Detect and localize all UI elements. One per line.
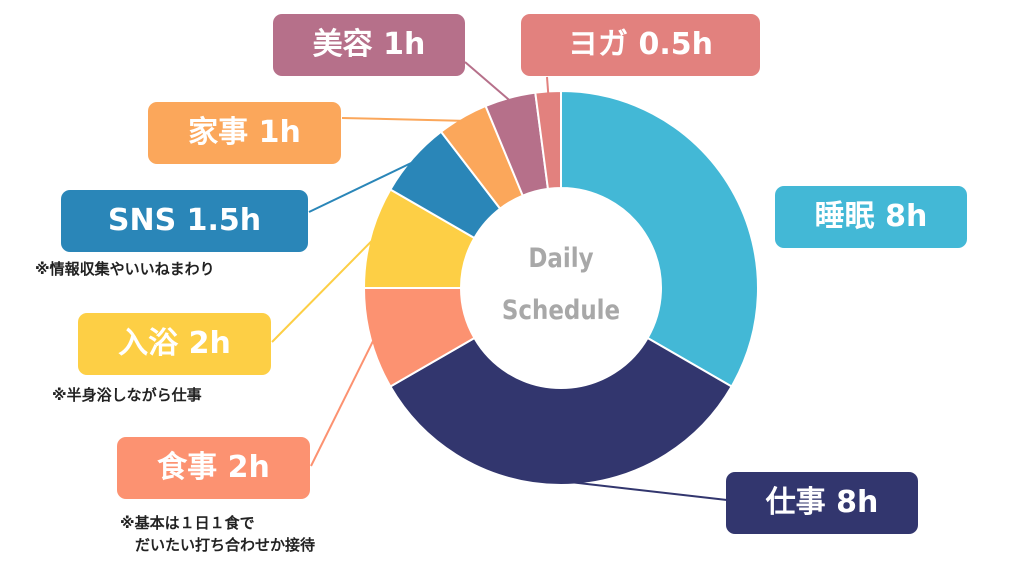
note-sns: ※情報収集やいいねまわり [35,260,215,278]
slice-label-meal: 食事 2h [117,437,310,499]
slice-label-beauty: 美容 1h [273,14,465,76]
slice-label-sns: SNS 1.5h [61,190,308,252]
slice-label-yoga: ヨガ 0.5h [521,14,760,76]
leader-line-beauty [464,61,512,103]
leader-line-sns [308,159,417,213]
leader-line-yoga [546,76,550,96]
leader-line-meal [310,337,376,467]
note-bath: ※半身浴しながら仕事 [52,386,202,404]
slice-label-bath: 入浴 2h [78,313,271,375]
center-label-line-2: Schedule [501,295,621,326]
note-meal: ※基本は１日１食で だいたい打ち合わせか接待 [120,514,316,554]
center-label-line-1: Daily [528,243,594,274]
slice-label-housework: 家事 1h [148,102,341,164]
slice-label-sleep: 睡眠 8h [775,186,967,248]
donut-hole [461,188,661,388]
leader-line-work [560,480,728,501]
leader-line-housework [341,117,465,122]
leader-line-bath [271,237,376,343]
slice-label-work: 仕事 8h [726,472,918,534]
